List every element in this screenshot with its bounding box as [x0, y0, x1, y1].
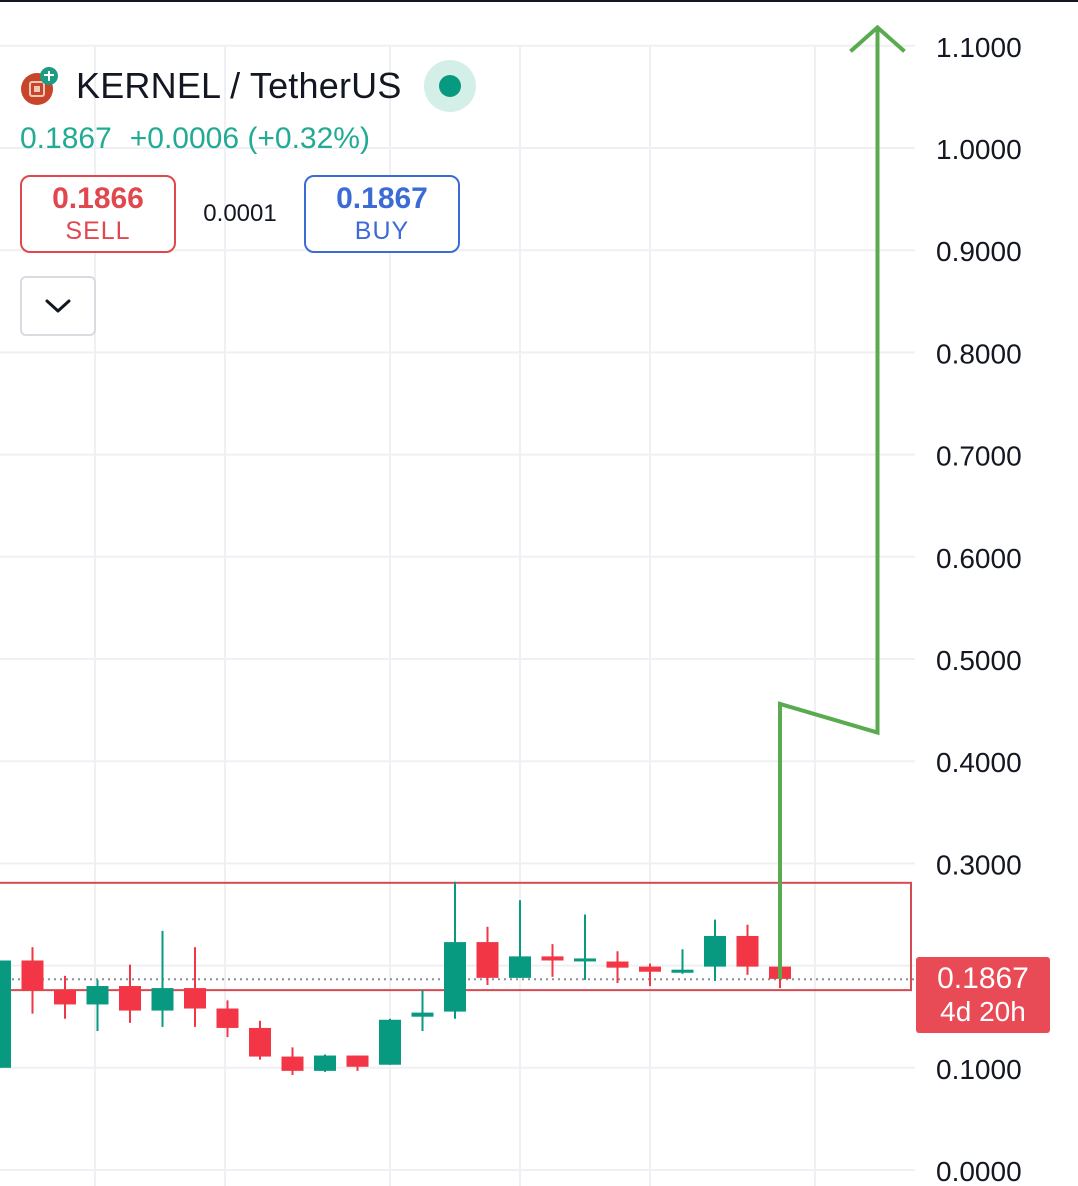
candle-body	[151, 988, 174, 1011]
price-tag-value: 0.1867	[937, 962, 1029, 995]
target-arrow	[778, 27, 880, 979]
candle-body	[411, 1012, 434, 1017]
candle	[54, 975, 76, 1019]
candle	[704, 919, 726, 981]
y-tick-label: 0.5000	[936, 645, 1022, 676]
candle	[86, 979, 109, 1032]
y-tick-label: 0.7000	[936, 441, 1022, 472]
candles-layer	[0, 881, 915, 1075]
candle-body	[379, 1019, 401, 1065]
trade-panel: 0.1866 SELL 0.0001 0.1867 BUY	[20, 175, 460, 253]
candle-body	[704, 935, 726, 967]
candle	[21, 947, 44, 1014]
candle-body	[119, 986, 141, 1011]
y-tick-label: 0.4000	[936, 747, 1022, 778]
candle	[314, 1054, 336, 1072]
candle-body	[86, 986, 109, 1005]
buy-button[interactable]: 0.1867 BUY	[304, 175, 460, 253]
candle-body	[671, 969, 694, 973]
last-price: 0.1867	[20, 122, 112, 155]
candle-body	[476, 942, 499, 978]
candle	[184, 947, 206, 1027]
market-status-icon	[423, 60, 476, 112]
candle	[509, 900, 531, 978]
candle-body	[184, 988, 206, 1009]
candle-body	[249, 1027, 271, 1057]
candle-body	[281, 1056, 304, 1071]
candle-body	[21, 960, 44, 991]
sell-price: 0.1866	[52, 182, 144, 215]
candle-body	[0, 960, 11, 1068]
candle-body	[574, 958, 596, 962]
candle-body	[736, 935, 759, 967]
price-tag-countdown: 4d 20h	[940, 996, 1026, 1027]
candle	[574, 914, 596, 980]
candle-body	[314, 1055, 336, 1071]
candle-body	[606, 961, 629, 968]
symbol-title[interactable]: KERNEL / TetherUS	[76, 65, 402, 106]
candle	[444, 881, 466, 1019]
candle	[249, 1020, 271, 1060]
candle	[281, 1047, 304, 1075]
y-tick-label: 1.1000	[936, 32, 1022, 63]
y-tick-label: 0.1000	[936, 1054, 1022, 1085]
arrow-layer	[778, 24, 906, 979]
candle	[216, 1000, 239, 1038]
y-tick-label: 0.0000	[936, 1156, 1022, 1186]
candle	[639, 963, 661, 987]
buy-price: 0.1867	[336, 182, 428, 215]
candle-body	[541, 956, 564, 961]
candle	[346, 1055, 369, 1071]
chevron-down-icon	[45, 299, 71, 313]
candle	[0, 960, 11, 1068]
candle-body	[639, 966, 661, 972]
y-tick-label: 1.0000	[936, 134, 1022, 165]
candle-body	[346, 1055, 369, 1067]
kernel-logo-icon	[20, 67, 58, 105]
last-price-tag: 0.1867 4d 20h	[916, 957, 1050, 1033]
y-tick-label: 0.3000	[936, 849, 1022, 880]
candle	[736, 924, 759, 975]
y-tick-label: 0.9000	[936, 236, 1022, 267]
candle	[541, 944, 564, 977]
candle	[151, 930, 174, 1027]
y-tick-label: 0.8000	[936, 338, 1022, 369]
candle	[379, 1018, 401, 1065]
sell-label: SELL	[65, 217, 131, 245]
candle	[476, 926, 499, 986]
buy-label: BUY	[354, 217, 410, 245]
y-tick-label: 0.6000	[936, 543, 1022, 574]
candle-body	[216, 1008, 239, 1028]
candle	[671, 949, 694, 974]
spread-value: 0.0001	[203, 200, 277, 227]
candle	[606, 951, 629, 983]
sell-button[interactable]: 0.1866 SELL	[20, 175, 176, 253]
symbol-header: KERNEL / TetherUS 0.1867 +0.0006 (+0.32%…	[20, 60, 476, 156]
collapse-button[interactable]	[20, 276, 96, 336]
candle-body	[444, 942, 466, 1012]
candle-body	[54, 990, 76, 1005]
price-change: +0.0006 (+0.32%)	[129, 122, 370, 155]
arrow-head	[849, 24, 906, 53]
candle-body	[509, 956, 531, 978]
candle	[119, 964, 141, 1023]
candle	[411, 990, 434, 1032]
